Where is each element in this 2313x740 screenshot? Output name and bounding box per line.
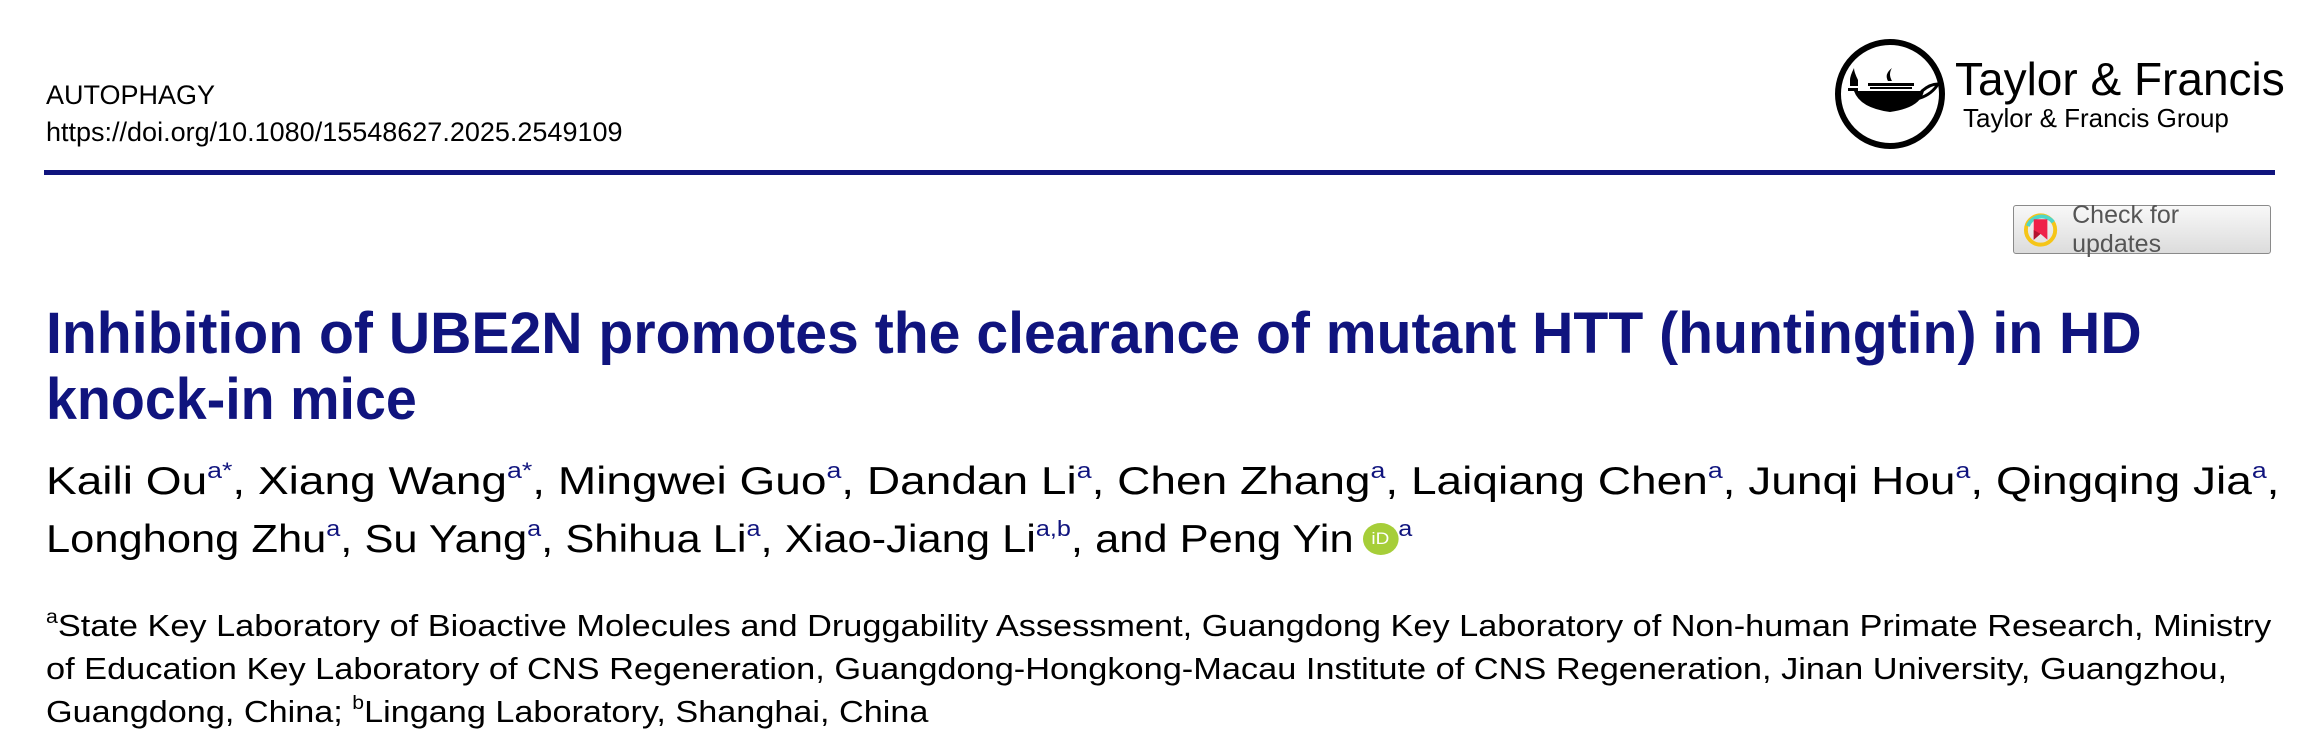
author-separator: , [1091,460,1118,503]
author-affiliation-marker[interactable]: a,b [1035,516,1071,542]
doi-link[interactable]: https://doi.org/10.1080/15548627.2025.25… [46,117,623,147]
author-affiliation-marker[interactable]: a [1076,458,1092,484]
author-affiliation-marker[interactable]: a* [207,458,233,484]
author[interactable]: Qingqing Jia [1995,460,2252,503]
author[interactable]: Chen Zhang [1117,460,1371,503]
affiliation-line-3: Guangdong, China; bLingang Laboratory, S… [46,692,929,730]
author[interactable]: Su Yang [364,518,528,561]
author[interactable]: Laiqiang Chen [1410,460,1708,503]
crossmark-icon [2023,212,2058,247]
author[interactable]: Xiao-Jiang Li [784,518,1036,561]
check-for-updates-button[interactable]: Check for updates [2013,201,2271,258]
affiliation-line-1: aState Key Laboratory of Bioactive Molec… [46,606,2272,644]
publisher-name: Taylor & Francis [1955,53,2285,105]
author-separator: , [760,518,785,561]
affiliation-marker: a [46,606,58,628]
author-separator: , [1970,460,1996,503]
header-divider [44,170,2275,175]
author-separator: , [532,460,558,503]
journal-name: AUTOPHAGY [46,80,216,110]
author[interactable]: Kaili Ou [46,460,208,503]
author[interactable]: Mingwei Guo [557,460,827,503]
author-separator: , [2266,460,2280,503]
author-list-line-1: Kaili Oua*, Xiang Wanga*, Mingwei Guoa, … [46,458,2280,504]
author-separator: , [232,460,258,503]
author-separator: , [1385,460,1411,503]
author-separator: , [1722,460,1749,503]
author-affiliation-marker[interactable]: a [326,516,341,542]
article-title-line-1: Inhibition of UBE2N promotes the clearan… [46,301,2142,366]
taylor-francis-logo-icon [1835,39,1945,149]
affiliation-text: State Key Laboratory of Bioactive Molecu… [57,608,2272,643]
author-affiliation-marker[interactable]: a [1955,458,1971,484]
affiliation-text: Guangdong, China; [46,694,353,729]
author-connector: and [1095,518,1180,561]
affiliation-line-2: of Education Key Laboratory of CNS Regen… [46,651,2228,686]
affiliation-marker: b [352,692,365,714]
author-affiliation-marker[interactable]: a [746,516,761,542]
author-affiliation-marker[interactable]: a [1398,516,1413,542]
author-affiliation-marker[interactable]: a [826,458,842,484]
author[interactable]: Dandan Li [866,460,1077,503]
author[interactable]: Shihua Li [565,518,747,561]
article-title-line-2: knock-in mice [46,367,417,432]
author[interactable]: Peng Yin [1179,518,1354,561]
author-list-line-2: Longhong Zhua, Su Yanga, Shihua Lia, Xia… [46,516,1413,562]
author-separator: , [340,518,365,561]
affiliation-text: Lingang Laboratory, Shanghai, China [364,694,929,729]
author-affiliation-marker[interactable]: a [527,516,542,542]
author-affiliation-marker[interactable]: a [2251,458,2267,484]
author[interactable]: Junqi Hou [1748,460,1956,503]
author-separator: , [1070,518,1096,561]
check-for-updates-label: Check for updates [2072,200,2180,258]
author-affiliation-marker[interactable]: a [1370,458,1386,484]
author-affiliation-marker[interactable]: a* [507,458,533,484]
orcid-icon[interactable]: iD [1362,522,1399,555]
author-separator: , [841,460,867,503]
author-separator: , [541,518,566,561]
publisher-group: Taylor & Francis Group [1963,103,2229,133]
author-affiliation-marker[interactable]: a [1707,458,1723,484]
author[interactable]: Xiang Wang [257,460,508,503]
author[interactable]: Longhong Zhu [46,518,327,561]
